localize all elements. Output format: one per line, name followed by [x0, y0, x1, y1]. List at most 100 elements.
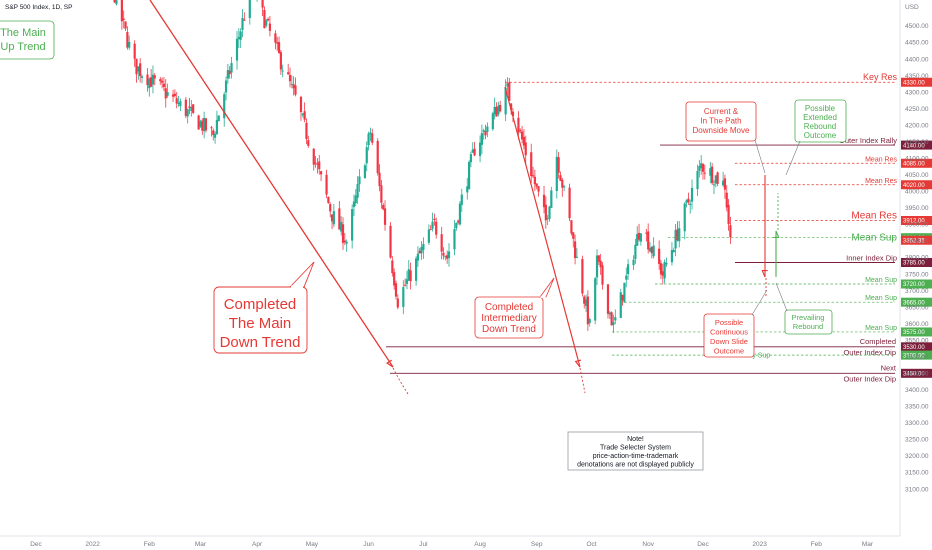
x-tick-label: Apr — [252, 541, 263, 548]
level-label: Key Res — [863, 72, 898, 82]
candle-body — [378, 172, 381, 187]
candle-body — [122, 18, 125, 20]
main-down-trend-line — [149, 0, 394, 368]
x-tick-label: 2023 — [752, 541, 767, 548]
candle-body — [139, 63, 142, 77]
price-tag-label: 3720.00 — [903, 282, 925, 288]
candle-body — [160, 80, 164, 83]
note-box: Note! Trade Selecter System price-action-t… — [567, 431, 704, 471]
candle-body — [171, 94, 175, 97]
candle-body — [531, 175, 535, 177]
candle-body — [431, 221, 434, 229]
candle-body — [499, 104, 502, 112]
level-label: Mean Sup — [851, 233, 897, 244]
price-axis: 4500.00 4450.00 4400.00 4350.00 4300.00 4250.… — [905, 23, 929, 493]
y-tick-label: 3750.00 — [905, 271, 929, 278]
y-tick-label: 4350.00 — [905, 73, 929, 80]
candle-body — [588, 319, 591, 323]
y-tick-label: 4150.00 — [905, 139, 929, 146]
y-tick-label: 3350.00 — [905, 404, 929, 411]
candle-body — [371, 133, 374, 143]
candle-body — [396, 298, 399, 308]
price-tag-label: 4330.00 — [903, 80, 925, 86]
annotation-line: The Main — [229, 315, 292, 332]
y-tick-label: 3500.00 — [905, 354, 929, 361]
candle-body — [508, 82, 511, 101]
level-label: Mean Sup — [865, 295, 897, 302]
price-tag-label: 3785.00 — [903, 261, 925, 267]
annotation-line: price-action-time-trademark — [593, 453, 679, 460]
candle-body — [729, 225, 732, 238]
price-tag-label: 4020.00 — [903, 183, 925, 189]
price-tag — [901, 180, 932, 190]
annotation-main-up-trend: The Main Up Trend — [0, 20, 55, 60]
candle-body — [224, 80, 228, 93]
candle-body — [453, 229, 456, 250]
annotation-extended-rebound-text: Possible Extended Rebound Outcome — [803, 104, 837, 140]
candle-body — [287, 72, 290, 75]
candle-body — [542, 194, 546, 208]
price-tag — [901, 297, 932, 307]
candle-body — [559, 175, 562, 181]
candle-body — [330, 214, 334, 222]
candle-body — [120, 0, 123, 22]
annotation-line: Down Trend — [220, 334, 301, 351]
candle-body — [486, 126, 489, 133]
candle-body — [645, 232, 648, 234]
price-tag — [901, 140, 932, 150]
candle-body — [402, 287, 405, 307]
candle-body — [294, 85, 297, 95]
y-tick-label: 4500.00 — [905, 23, 929, 30]
annotation-line: Prevailing — [792, 313, 825, 322]
price-tag — [901, 158, 932, 168]
candle-body — [723, 178, 727, 190]
candle-body — [263, 9, 266, 29]
candle-body — [563, 186, 566, 188]
level-label: Outer Index Dip — [843, 374, 896, 383]
candle-body — [332, 211, 335, 225]
candle-body — [690, 187, 694, 202]
y-tick-label: 3300.00 — [905, 420, 929, 427]
annotation-line: Continuous — [710, 328, 748, 337]
candle-body — [685, 200, 688, 203]
candle-body — [639, 233, 642, 242]
level-label: Key Sup — [744, 353, 771, 360]
candle-body — [420, 246, 423, 254]
candle-body — [703, 172, 706, 174]
candle-body — [422, 243, 425, 250]
candle-body — [676, 229, 679, 241]
candle-body — [213, 134, 217, 138]
candle-body — [204, 118, 208, 131]
candle-body — [493, 106, 496, 115]
annotation-main-down-trend-text: Completed The Main Down Trend — [220, 296, 301, 351]
candle-body — [201, 120, 204, 131]
annotation-current-downside-text: Current & In The Path Downside Move — [693, 107, 750, 135]
candle-body — [135, 58, 138, 75]
candle-body — [610, 312, 613, 326]
candle-body — [727, 204, 730, 225]
price-tag-label: 3530.00 — [903, 345, 925, 351]
candle-body — [497, 105, 500, 115]
price-tag — [901, 235, 932, 245]
candle-body — [504, 87, 507, 115]
candle-body — [601, 265, 604, 285]
annotation-intermediary-down-trend: Completed Intermediary Down Trend — [474, 277, 555, 339]
candle-body — [354, 195, 357, 204]
candle-body — [520, 131, 524, 140]
y-tick-label: 3800.00 — [905, 255, 929, 262]
level-label: Inner Index Dip — [846, 254, 897, 263]
price-tag — [901, 327, 932, 337]
candle-body — [478, 142, 482, 157]
x-tick-label: Feb — [144, 541, 156, 548]
candle-body — [248, 0, 251, 19]
price-tag-label: 3575.00 — [903, 330, 925, 336]
candle-body — [266, 18, 270, 21]
y-tick-label: 3400.00 — [905, 387, 929, 394]
y-tick-label: 3700.00 — [905, 288, 929, 295]
candle-body — [382, 204, 385, 210]
candle-body — [612, 322, 615, 325]
candle-body — [659, 263, 663, 275]
y-tick-label: 3600.00 — [905, 321, 929, 328]
level-label: Outer Index Dip — [843, 348, 896, 357]
